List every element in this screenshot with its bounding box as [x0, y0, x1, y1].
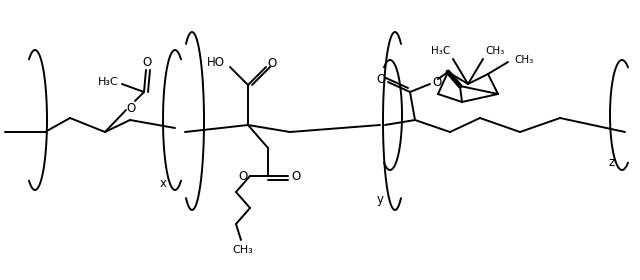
Text: H₃C: H₃C: [98, 77, 118, 87]
Text: O: O: [142, 55, 152, 69]
Text: CH₃: CH₃: [232, 245, 253, 255]
Text: HO: HO: [207, 55, 225, 69]
Text: H₃C: H₃C: [431, 46, 451, 56]
Text: O: O: [268, 57, 276, 69]
Text: O: O: [126, 102, 136, 115]
Text: O: O: [376, 73, 386, 85]
Text: O: O: [433, 76, 442, 88]
Text: O: O: [291, 169, 301, 183]
Text: x: x: [159, 176, 166, 190]
Text: y: y: [376, 193, 383, 207]
Text: CH₃: CH₃: [515, 55, 534, 65]
Text: CH₃: CH₃: [485, 46, 504, 56]
Text: z: z: [609, 155, 615, 169]
Text: O: O: [238, 169, 248, 183]
